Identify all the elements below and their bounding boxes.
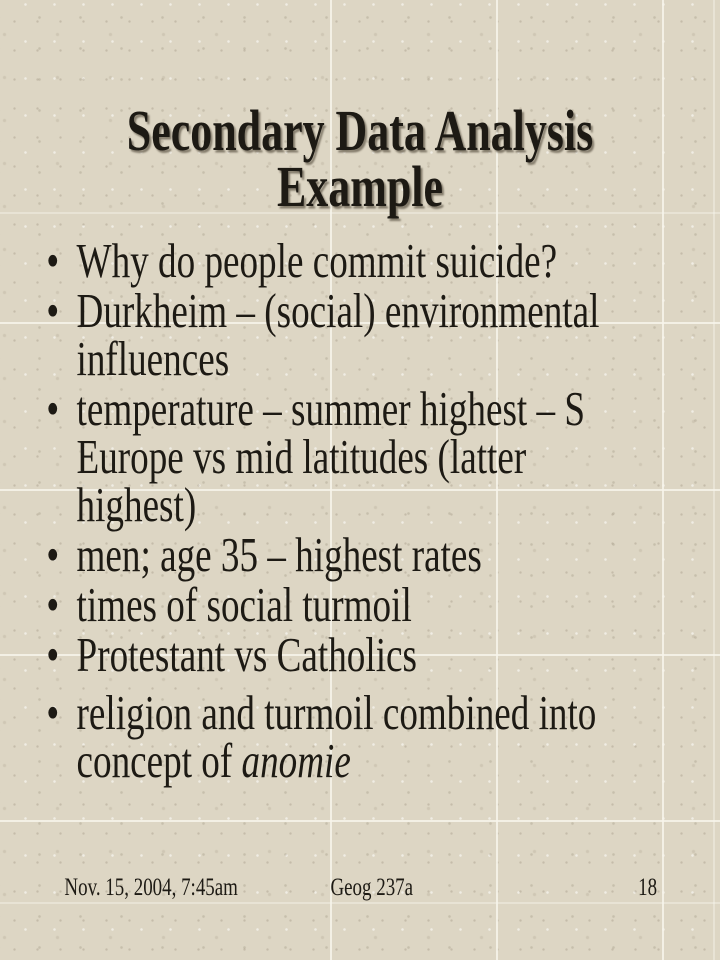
- bullet-icon: •: [46, 381, 60, 436]
- text-segment: men; age 35 – highest rates: [76, 527, 482, 582]
- bullet-item: • Why do people commit suicide?: [46, 233, 600, 288]
- bullet-icon: •: [46, 627, 60, 682]
- grid-line-horizontal: [0, 212, 720, 214]
- text-segment: Europe vs mid latitudes (latter: [76, 429, 527, 484]
- bullet-item: • temperature – summer highest – S Europe …: [46, 381, 600, 529]
- text-segment: Why do people commit suicide?: [76, 233, 558, 288]
- text-segment: influences: [76, 331, 230, 386]
- bullet-icon: •: [46, 577, 60, 632]
- title-line-1: Secondary Data Analysis: [126, 98, 594, 163]
- italic-term: anomie: [241, 733, 351, 788]
- bullet-line: times of social turmoil: [77, 580, 600, 629]
- grid-line-vertical: [662, 0, 664, 960]
- text-segment: concept of: [76, 733, 242, 788]
- bullet-line: highest): [77, 480, 600, 529]
- text-segment: highest): [76, 477, 197, 532]
- footer-slide-number: 18: [638, 874, 658, 901]
- bullet-text: Protestant vs Catholics: [77, 630, 600, 679]
- bullet-text: temperature – summer highest – S Europe v…: [77, 384, 600, 529]
- grid-line-horizontal: [0, 322, 720, 324]
- bullet-icon: •: [46, 527, 60, 582]
- grid-line-vertical: [496, 0, 498, 960]
- footer-date: Nov. 15, 2004, 7:45am: [64, 874, 238, 901]
- bullet-line: influences: [77, 334, 600, 383]
- grid-line-horizontal: [0, 902, 720, 904]
- bullet-line: men; age 35 – highest rates: [77, 530, 600, 579]
- bullet-line: Durkheim – (social) environmental: [77, 286, 600, 335]
- bullet-item: • religion and turmoil combined into conce…: [46, 685, 600, 785]
- grid-line-horizontal: [0, 654, 720, 656]
- bullet-line: temperature – summer highest – S: [77, 384, 600, 433]
- slide-title: Secondary Data Analysis Example: [0, 98, 720, 219]
- bullet-text: times of social turmoil: [77, 580, 600, 629]
- text-segment: religion and turmoil combined into: [76, 685, 597, 740]
- bullet-icon: •: [46, 685, 60, 740]
- bullet-text: Durkheim – (social) environmental influen…: [77, 286, 600, 383]
- text-segment: times of social turmoil: [76, 577, 412, 632]
- bullet-line: religion and turmoil combined into: [77, 688, 600, 737]
- bullet-item: • Durkheim – (social) environmental influe…: [46, 283, 600, 383]
- text-segment: Durkheim – (social) environmental: [76, 283, 600, 338]
- bullet-line: Why do people commit suicide?: [77, 236, 600, 285]
- text-segment: Protestant vs Catholics: [76, 627, 417, 682]
- bullet-list: • Why do people commit suicide? • Durkheim …: [46, 233, 600, 785]
- bullet-icon: •: [46, 283, 60, 338]
- bullet-text: men; age 35 – highest rates: [77, 530, 600, 579]
- grid-line-horizontal: [0, 820, 720, 822]
- bullet-text: Why do people commit suicide?: [77, 236, 600, 285]
- grid-line-vertical: [330, 0, 332, 960]
- bullet-line: concept of anomie: [77, 736, 600, 785]
- bullet-item: • times of social turmoil: [46, 577, 600, 632]
- bullet-item: • men; age 35 – highest rates: [46, 527, 600, 582]
- footer-course: Geog 237a: [330, 874, 414, 901]
- grid-line-horizontal: [0, 489, 720, 491]
- bullet-line: Protestant vs Catholics: [77, 630, 600, 679]
- grid-line-vertical: [713, 0, 715, 960]
- bullet-text: religion and turmoil combined into concep…: [77, 688, 600, 785]
- bullet-item: • Protestant vs Catholics: [46, 627, 600, 682]
- title-line-2: Example: [276, 154, 444, 219]
- bullet-line: Europe vs mid latitudes (latter: [77, 432, 600, 481]
- bullet-icon: •: [46, 233, 60, 288]
- text-segment: temperature – summer highest – S: [76, 381, 586, 436]
- slide-footer: Nov. 15, 2004, 7:45am Geog 237a 18: [0, 874, 720, 904]
